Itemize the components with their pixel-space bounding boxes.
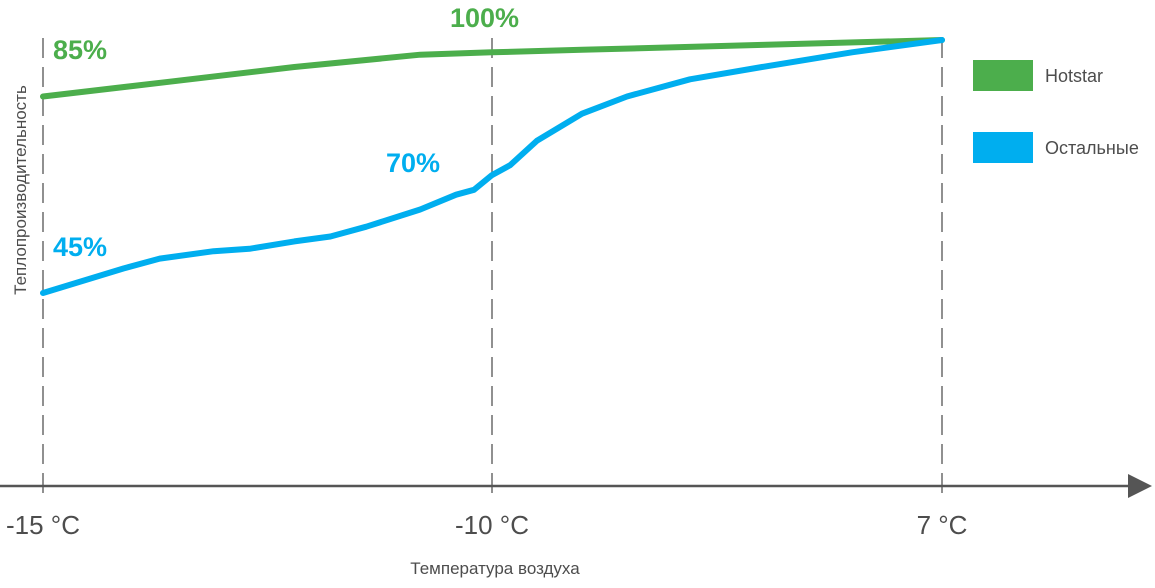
- data-label-0: 85%: [53, 35, 107, 65]
- data-label-1: 100%: [450, 3, 519, 33]
- x-axis: [0, 474, 1152, 498]
- y-axis-label: Теплопроизводительность: [11, 85, 30, 295]
- data-labels: 85% 100% 45% 70%: [53, 3, 519, 262]
- legend-label-1: Остальные: [1045, 138, 1139, 158]
- x-axis-arrow-icon: [1128, 474, 1152, 498]
- grid-lines: [42, 38, 943, 500]
- data-label-2: 45%: [53, 232, 107, 262]
- legend-label-0: Hotstar: [1045, 66, 1103, 86]
- x-tick-labels: -15 °C -10 °C 7 °C: [6, 510, 967, 540]
- legend: Hotstar Остальные: [973, 60, 1139, 163]
- x-tick-label-2: 7 °C: [917, 510, 968, 540]
- x-tick-label-1: -10 °C: [455, 510, 529, 540]
- data-label-3: 70%: [386, 148, 440, 178]
- series-group: [40, 37, 945, 296]
- x-tick-label-0: -15 °C: [6, 510, 80, 540]
- series-line-1: [40, 37, 945, 296]
- x-axis-label: Температура воздуха: [410, 559, 580, 578]
- series-line-0: [40, 37, 945, 100]
- legend-swatch-1: [973, 132, 1033, 163]
- legend-swatch-0: [973, 60, 1033, 91]
